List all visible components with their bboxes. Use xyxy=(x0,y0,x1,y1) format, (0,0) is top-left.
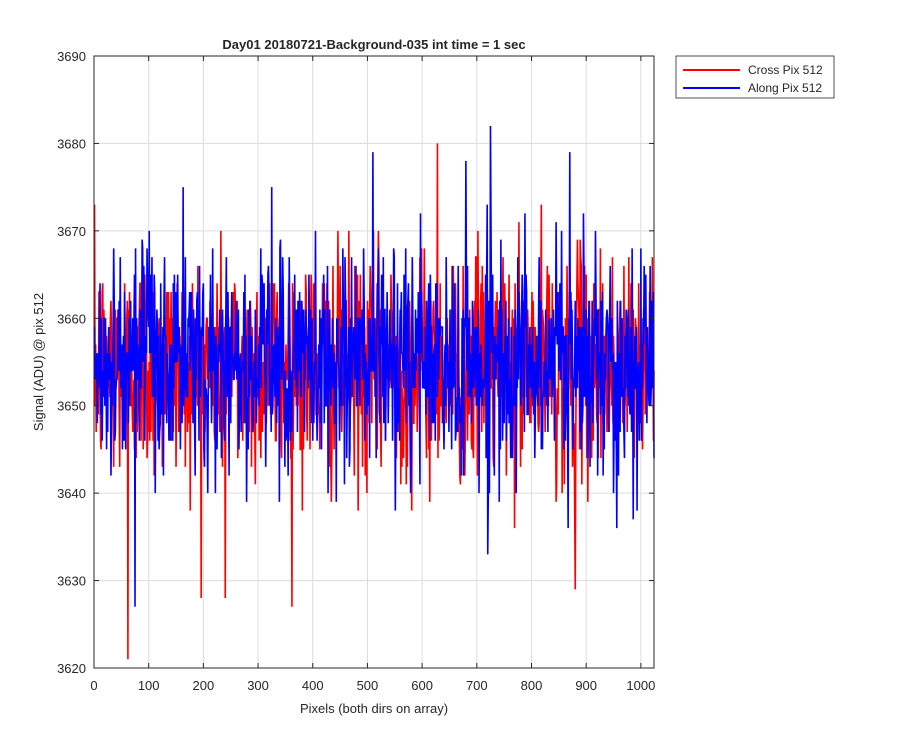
x-tick-label: 0 xyxy=(90,678,97,693)
series-layer xyxy=(93,125,655,660)
x-axis-label: Pixels (both dirs on array) xyxy=(300,701,448,716)
y-tick-label: 3670 xyxy=(57,224,86,239)
y-tick-label: 3640 xyxy=(57,486,86,501)
x-tick-label: 1000 xyxy=(626,678,655,693)
legend-box xyxy=(675,55,835,99)
axis-ticks xyxy=(93,55,654,669)
x-tick-label: 700 xyxy=(466,678,488,693)
legend-entry-along: Along Pix 512 xyxy=(748,81,822,95)
x-tick-label: 400 xyxy=(302,678,324,693)
legend: Cross Pix 512 Along Pix 512 xyxy=(675,55,835,99)
x-tick-label: 300 xyxy=(247,678,269,693)
y-axis-label: Signal (ADU) @ pix 512 xyxy=(31,293,46,431)
x-tick-label: 200 xyxy=(193,678,215,693)
tick-labels: 0 100 200 300 400 500 600 700 800 900 1000 3620 3630… xyxy=(57,49,655,693)
x-tick-label: 600 xyxy=(411,678,433,693)
series-line-along-pix-512 xyxy=(93,125,655,607)
x-tick-label: 500 xyxy=(357,678,379,693)
y-tick-label: 3690 xyxy=(57,49,86,64)
legend-entry-cross: Cross Pix 512 xyxy=(748,63,823,77)
y-tick-label: 3620 xyxy=(57,661,86,676)
chart-title: Day01 20180721-Background-035 int time =… xyxy=(222,37,525,52)
plot-frame xyxy=(93,55,655,669)
y-tick-label: 3630 xyxy=(57,574,86,589)
x-tick-label: 900 xyxy=(575,678,597,693)
x-tick-label: 100 xyxy=(138,678,160,693)
x-tick-label: 800 xyxy=(521,678,543,693)
y-tick-label: 3660 xyxy=(57,311,86,326)
y-tick-label: 3680 xyxy=(57,136,86,151)
y-tick-label: 3650 xyxy=(57,399,86,414)
